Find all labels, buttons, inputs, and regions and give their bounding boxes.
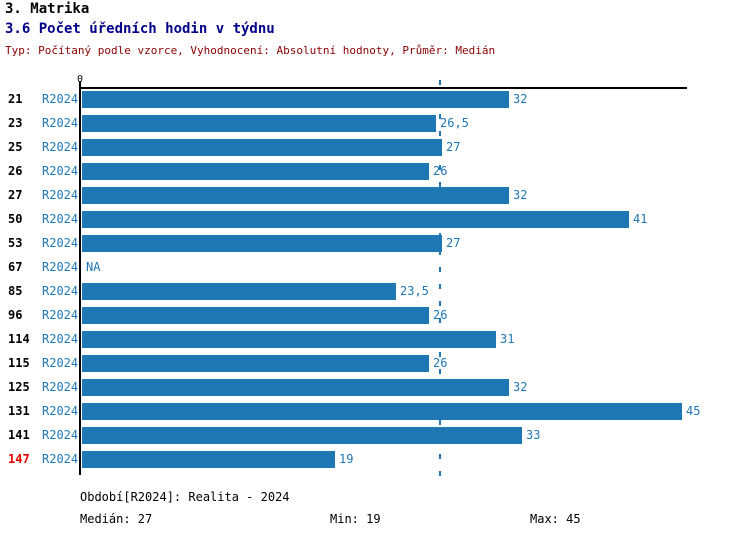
category-label: 26 — [8, 164, 23, 178]
value-label: 45 — [686, 404, 701, 418]
chart-row: 147 R2024 19 — [0, 448, 750, 472]
page-title: 3. Matrika — [5, 1, 90, 17]
value-bar — [82, 379, 509, 396]
value-label: 41 — [633, 212, 648, 226]
legend-period: Období[R2024]: Realita - 2024 — [80, 490, 290, 504]
value-label: 31 — [500, 332, 515, 346]
category-label: 53 — [8, 236, 23, 250]
category-label: 141 — [8, 428, 30, 442]
value-bar — [82, 139, 442, 156]
category-label: 147 — [8, 452, 30, 466]
value-bar — [82, 115, 436, 132]
x-axis-origin-tick — [79, 81, 81, 87]
na-value-label: NA — [86, 260, 101, 274]
chart-row: 96 R2024 26 — [0, 304, 750, 328]
series-label: R2024 — [42, 284, 79, 298]
category-label: 131 — [8, 404, 30, 418]
series-label: R2024 — [42, 380, 79, 394]
value-label: 19 — [339, 452, 354, 466]
series-label: R2024 — [42, 212, 79, 226]
category-label: 27 — [8, 188, 23, 202]
value-label: 32 — [513, 380, 528, 394]
value-bar — [82, 187, 509, 204]
series-label: R2024 — [42, 404, 79, 418]
category-label: 67 — [8, 260, 23, 274]
chart-row: 131 R2024 45 — [0, 400, 750, 424]
series-label: R2024 — [42, 164, 79, 178]
value-bar — [82, 163, 429, 180]
series-label: R2024 — [42, 356, 79, 370]
series-label: R2024 — [42, 452, 79, 466]
series-label: R2024 — [42, 332, 79, 346]
x-axis-line — [80, 87, 687, 89]
value-label: 33 — [526, 428, 541, 442]
category-label: 114 — [8, 332, 30, 346]
category-label: 21 — [8, 92, 23, 106]
y-axis-line — [79, 87, 81, 475]
series-label: R2024 — [42, 140, 79, 154]
chart-row: 53 R2024 27 — [0, 232, 750, 256]
value-label: 27 — [446, 140, 461, 154]
chart-row: 21 R2024 32 — [0, 88, 750, 112]
category-label: 50 — [8, 212, 23, 226]
series-label: R2024 — [42, 428, 79, 442]
legend-max: Max: 45 — [530, 512, 581, 526]
value-bar — [82, 331, 496, 348]
category-label: 96 — [8, 308, 23, 322]
chart-meta-line: Typ: Počítaný podle vzorce, Vyhodnocení:… — [5, 44, 496, 57]
chart-row: 141 R2024 33 — [0, 424, 750, 448]
value-bar — [82, 355, 429, 372]
chart-row: 27 R2024 32 — [0, 184, 750, 208]
series-label: R2024 — [42, 236, 79, 250]
x-axis-zero-label: 0 — [76, 74, 84, 85]
value-bar — [82, 211, 629, 228]
chart-subtitle: 3.6 Počet úředních hodin v týdnu — [5, 21, 275, 37]
value-bar — [82, 451, 335, 468]
median-line — [439, 80, 441, 477]
chart-row: 85 R2024 23,5 — [0, 280, 750, 304]
value-bar — [82, 283, 396, 300]
category-label: 25 — [8, 140, 23, 154]
value-bar — [82, 235, 442, 252]
chart-row: 26 R2024 26 — [0, 160, 750, 184]
value-label: 26 — [433, 164, 448, 178]
series-label: R2024 — [42, 308, 79, 322]
chart-row: 23 R2024 26,5 — [0, 112, 750, 136]
value-bar — [82, 427, 522, 444]
chart-row: 67 R2024 NA — [0, 256, 750, 280]
value-label: 32 — [513, 92, 528, 106]
value-label: 26 — [433, 308, 448, 322]
series-label: R2024 — [42, 116, 79, 130]
series-label: R2024 — [42, 188, 79, 202]
chart-row: 25 R2024 27 — [0, 136, 750, 160]
category-label: 115 — [8, 356, 30, 370]
legend-median: Medián: 27 — [80, 512, 153, 526]
value-bar — [82, 91, 509, 108]
value-bar — [82, 403, 682, 420]
value-label: 32 — [513, 188, 528, 202]
category-label: 85 — [8, 284, 23, 298]
category-label: 125 — [8, 380, 30, 394]
value-label: 26,5 — [440, 116, 469, 130]
series-label: R2024 — [42, 92, 79, 106]
value-label: 26 — [433, 356, 448, 370]
value-label: 23,5 — [400, 284, 429, 298]
chart-row: 125 R2024 32 — [0, 376, 750, 400]
category-label: 23 — [8, 116, 23, 130]
value-bar — [82, 307, 429, 324]
legend-min: Min: 19 — [330, 512, 381, 526]
chart-row: 115 R2024 26 — [0, 352, 750, 376]
series-label: R2024 — [42, 260, 79, 274]
value-label: 27 — [446, 236, 461, 250]
chart-row: 114 R2024 31 — [0, 328, 750, 352]
chart-row: 50 R2024 41 — [0, 208, 750, 232]
